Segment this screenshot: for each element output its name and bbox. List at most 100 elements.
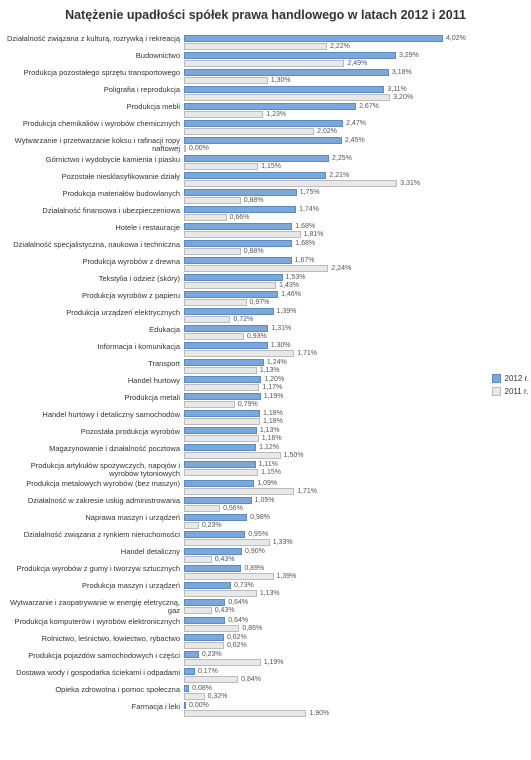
bar-value-2011: 1,81% xyxy=(304,231,324,238)
bar-value-2012: 2,67% xyxy=(359,103,379,110)
chart-row: Działalność związana z rynkiem nieruchom… xyxy=(4,530,527,546)
bar-value-2011: 1,71% xyxy=(297,350,317,357)
bar-2012 xyxy=(184,668,195,675)
bar-2012 xyxy=(184,257,292,264)
category-label: Produkcja metali xyxy=(4,393,184,402)
chart-row: Handel hurtowy i detaliczny samochodów1,… xyxy=(4,410,527,426)
bars-cell: 1,74%0,66% xyxy=(184,206,527,222)
bars-cell: 0,73% 1,13% xyxy=(184,581,527,597)
bar-value-2011: 1,33% xyxy=(273,539,293,546)
bar-2011 xyxy=(184,556,212,563)
chart-row: Informacja i komunikacja1,30%1,71% xyxy=(4,342,527,358)
category-label: Hotele i restauracje xyxy=(4,223,184,232)
category-label: Edukacja xyxy=(4,325,184,334)
category-label: Naprawa maszyn i urządzeń xyxy=(4,513,184,522)
category-label: Produkcja wyrobów z gumy i tworzyw sztuc… xyxy=(4,564,184,573)
bar-value-2011: 0,93% xyxy=(247,333,267,340)
bar-2012 xyxy=(184,291,278,298)
category-label: Produkcja materiałów budowlanych xyxy=(4,189,184,198)
bar-2012 xyxy=(184,685,189,692)
bar-value-2012: 1,12% xyxy=(259,444,279,451)
bar-value-2011: 2,02% xyxy=(317,128,337,135)
category-label: Produkcja pojazdów samochodowych i częśc… xyxy=(4,651,184,660)
bar-value-2012: 0,95% xyxy=(248,531,268,538)
legend-label-2012: 2012 r. xyxy=(505,374,529,383)
bar-value-2012: 3,18% xyxy=(392,69,412,76)
chart-rows: Działalność związana z kulturą, rozrywką… xyxy=(4,34,527,718)
category-label: Opieka zdrowotna i pomoc społeczna xyxy=(4,685,184,694)
category-label: Tekstylia i odzież (skóry) xyxy=(4,274,184,283)
bar-2011 xyxy=(184,350,294,357)
bar-2012 xyxy=(184,172,326,179)
bars-cell: 1,20%1,17% xyxy=(184,376,527,392)
chart-row: Tekstylia i odzież (skóry)1,53%1,43% xyxy=(4,274,527,290)
category-label: Produkcja maszyn i urządzeń xyxy=(4,581,184,590)
bar-2011 xyxy=(184,282,276,289)
bar-value-2012: 0,73% xyxy=(234,582,254,589)
bar-2012 xyxy=(184,461,256,468)
bar-value-2012: 2,25% xyxy=(332,155,352,162)
bars-cell: 1,39%0,72% xyxy=(184,308,527,324)
bar-2012 xyxy=(184,189,297,196)
bar-2012 xyxy=(184,531,245,538)
category-label: Produkcja artykułów spożywczych, napojów… xyxy=(4,461,184,479)
chart-body: Działalność związana z kulturą, rozrywką… xyxy=(4,34,527,718)
bar-value-2011: 2,22% xyxy=(330,43,350,50)
bar-2011 xyxy=(184,590,257,597)
bar-2011 xyxy=(184,505,220,512)
chart-row: Produkcja materiałów budowlanych1,75%0,8… xyxy=(4,189,527,205)
bar-value-2012: 1,18% xyxy=(263,410,283,417)
category-label: Transport xyxy=(4,359,184,368)
bar-2011 xyxy=(184,452,281,459)
bar-value-2012: 1,24% xyxy=(267,359,287,366)
chart-row: Produkcja pojazdów samochodowych i częśc… xyxy=(4,651,527,667)
bar-2011 xyxy=(184,333,244,340)
bar-value-2011: 0,88% xyxy=(244,197,264,204)
bar-value-2011: 1,13% xyxy=(260,590,280,597)
bars-cell: 1,11%1,15% xyxy=(184,461,527,477)
bar-value-2012: 0,00% xyxy=(189,702,209,709)
bar-value-2012: 3,11% xyxy=(387,86,406,93)
bars-cell: 3,18%1,30% xyxy=(184,68,527,84)
legend-item-2011: 2011 r. xyxy=(492,387,529,396)
bars-cell: 2,67%1,23% xyxy=(184,102,527,118)
bar-2012 xyxy=(184,274,283,281)
bar-2012 xyxy=(184,480,254,487)
chart-row: Pozostałe niesklasyfikowanie działy2,21%… xyxy=(4,172,527,188)
bar-value-2011: 1,43% xyxy=(279,282,299,289)
bar-2011 xyxy=(184,163,258,170)
chart-row: Wytwarzanie i zaopatrywanie w energię el… xyxy=(4,598,527,616)
bar-value-2011: 2,24% xyxy=(331,265,351,272)
bar-2011 xyxy=(184,607,212,614)
bar-2012 xyxy=(184,325,268,332)
chart-row: Handel hurtowy1,20%1,17% xyxy=(4,376,527,392)
chart-row: Poligrafia i reprodukcja3,11%3,20% xyxy=(4,85,527,101)
category-label: Magazynowanie i działalność pocztowa xyxy=(4,444,184,453)
bars-cell: 1,68%0,88% xyxy=(184,240,527,256)
chart-row: Naprawa maszyn i urządzeń0,98%0,23% xyxy=(4,513,527,529)
bar-value-2012: 1,20% xyxy=(264,376,284,383)
category-label: Produkcja wyrobów z drewna xyxy=(4,257,184,266)
bar-2012 xyxy=(184,651,199,658)
bar-2011 xyxy=(184,676,238,683)
category-label: Produkcja pozostałego sprzętu transporto… xyxy=(4,68,184,77)
chart-row: Produkcja pozostałego sprzętu transporto… xyxy=(4,68,527,84)
category-label: Wytwarzanie i przetwarzanie koksu i rafi… xyxy=(4,136,184,154)
category-label: Produkcja komputerów i wyrobów elektroni… xyxy=(4,617,184,626)
chart-row: Farmacja i leki0,00%1,90% xyxy=(4,702,527,718)
bar-2011 xyxy=(184,231,301,238)
bar-value-2011: 1,50% xyxy=(284,452,304,459)
legend-swatch-2011 xyxy=(492,387,501,396)
bars-cell: 1,13%1,16% xyxy=(184,427,527,443)
bar-2011 xyxy=(184,401,235,408)
chart-row: Pozostała produkcja wyrobów1,13%1,16% xyxy=(4,427,527,443)
bar-value-2012: 0,23% xyxy=(202,651,222,658)
bar-2012 xyxy=(184,617,225,624)
bar-value-2011: 1,18% xyxy=(263,418,283,425)
category-label: Informacja i komunikacja xyxy=(4,342,184,351)
category-label: Handel hurtowy xyxy=(4,376,184,385)
bar-value-2012: 2,47% xyxy=(346,120,366,127)
legend-swatch-2012 xyxy=(492,374,501,383)
chart-row: Produkcja wyrobów z papieru1,46%0,97% xyxy=(4,291,527,307)
bar-2011 xyxy=(184,77,268,84)
